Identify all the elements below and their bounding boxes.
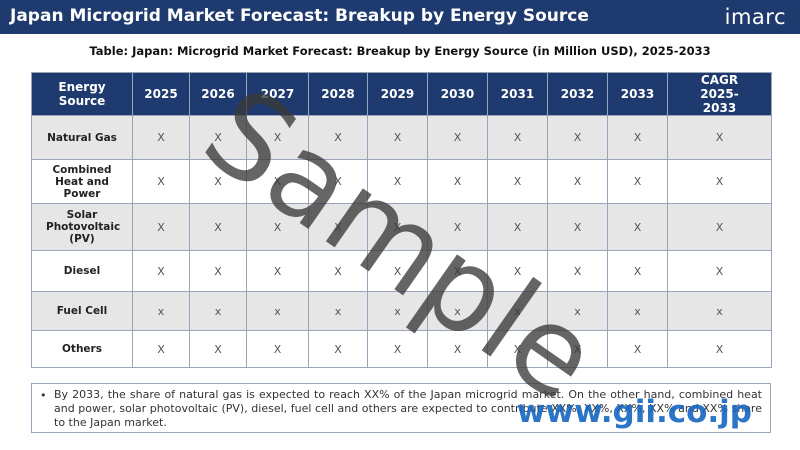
- table-cell: x: [427, 291, 488, 331]
- header-bar: Japan Microgrid Market Forecast: Breakup…: [0, 0, 800, 34]
- table-cell: X: [132, 330, 190, 368]
- table-cell: X: [367, 115, 428, 160]
- page-title: Japan Microgrid Market Forecast: Breakup…: [10, 6, 589, 26]
- note-text: By 2033, the share of natural gas is exp…: [54, 388, 762, 429]
- row-label: Fuel Cell: [31, 291, 133, 331]
- table-cell: X: [132, 115, 190, 160]
- table-caption: Table: Japan: Microgrid Market Forecast:…: [89, 44, 711, 58]
- table-cell: X: [487, 203, 548, 251]
- table-cell: X: [667, 159, 772, 204]
- table-cell: X: [667, 203, 772, 251]
- table-cell: X: [427, 115, 488, 160]
- row-label: Solar Photovoltaic (PV): [31, 203, 133, 251]
- table-cell: X: [308, 203, 368, 251]
- table-cell: X: [547, 250, 608, 292]
- table-cell: X: [667, 330, 772, 368]
- table-cell: X: [427, 330, 488, 368]
- table-cell: x: [667, 291, 772, 331]
- table-cell: X: [189, 115, 247, 160]
- row-label: Others: [31, 330, 133, 368]
- table-cell: X: [547, 159, 608, 204]
- table-cell: x: [189, 291, 247, 331]
- table-row: Natural Gas X X X X X X X X X X: [31, 115, 772, 160]
- table-cell: X: [246, 203, 309, 251]
- header-2032: 2032: [547, 72, 608, 116]
- header-energy-source: Energy Source: [31, 72, 133, 116]
- table-cell: X: [547, 115, 608, 160]
- table-cell: X: [607, 203, 668, 251]
- table-cell: X: [308, 115, 368, 160]
- table-cell: X: [308, 330, 368, 368]
- header-cagr: CAGR 2025-2033: [667, 72, 772, 116]
- table-row: Combined Heat and Power X X X X X X X X X X: [31, 159, 772, 204]
- note-box: • By 2033, the share of natural gas is e…: [31, 383, 771, 433]
- table-cell: x: [308, 291, 368, 331]
- table-cell: X: [367, 330, 428, 368]
- table-cell: X: [427, 203, 488, 251]
- table-cell: X: [246, 115, 309, 160]
- table-cell: X: [607, 250, 668, 292]
- table-cell: x: [246, 291, 309, 331]
- header-2028: 2028: [308, 72, 368, 116]
- table-cell: X: [547, 203, 608, 251]
- table-cell: X: [189, 250, 247, 292]
- table-cell: X: [246, 330, 309, 368]
- table-cell: X: [427, 159, 488, 204]
- table-row: Solar Photovoltaic (PV) X X X X X X X X X X: [31, 203, 772, 251]
- table-cell: X: [246, 250, 309, 292]
- table-cell: X: [132, 159, 190, 204]
- table-cell: X: [246, 159, 309, 204]
- table-body: Natural Gas X X X X X X X X X X Combined Heat and P…: [31, 115, 772, 368]
- table-cell: X: [607, 330, 668, 368]
- table-cell: X: [487, 115, 548, 160]
- table-cell: X: [189, 203, 247, 251]
- table-row: Diesel X X X X X X X X X X: [31, 250, 772, 292]
- row-label: Natural Gas: [31, 115, 133, 160]
- table-cell: X: [487, 250, 548, 292]
- table-cell: X: [487, 159, 548, 204]
- table-cell: X: [667, 250, 772, 292]
- forecast-table: Energy Source 2025 2026 2027 2028 2029 2…: [31, 72, 772, 368]
- header-2026: 2026: [189, 72, 247, 116]
- logo-text: imarc: [724, 5, 786, 29]
- table-cell: x: [487, 291, 548, 331]
- table-cell: X: [189, 330, 247, 368]
- table-cell: X: [132, 203, 190, 251]
- table-cell: X: [487, 330, 548, 368]
- table-cell: X: [367, 250, 428, 292]
- table-cell: X: [607, 159, 668, 204]
- table-header-row: Energy Source 2025 2026 2027 2028 2029 2…: [31, 72, 772, 116]
- table-cell: X: [427, 250, 488, 292]
- header-2031: 2031: [487, 72, 548, 116]
- bullet-icon: •: [40, 389, 47, 402]
- row-label: Combined Heat and Power: [31, 159, 133, 204]
- table-row: Others X X X X X X X X X X: [31, 330, 772, 368]
- row-label: Diesel: [31, 250, 133, 292]
- table-cell: X: [367, 203, 428, 251]
- header-2029: 2029: [367, 72, 428, 116]
- table-cell: x: [132, 291, 190, 331]
- header-2030: 2030: [427, 72, 488, 116]
- table-cell: x: [607, 291, 668, 331]
- table-cell: X: [547, 330, 608, 368]
- header-2025: 2025: [132, 72, 190, 116]
- table-cell: X: [667, 115, 772, 160]
- table-cell: X: [367, 159, 428, 204]
- table-row: Fuel Cell x x x x x x x x x x: [31, 291, 772, 331]
- imarc-logo: imarc: [725, 5, 786, 29]
- table-cell: x: [367, 291, 428, 331]
- table-cell: X: [189, 159, 247, 204]
- header-2033: 2033: [607, 72, 668, 116]
- table-cell: X: [308, 250, 368, 292]
- table-cell: X: [607, 115, 668, 160]
- table-cell: X: [132, 250, 190, 292]
- table-cell: X: [308, 159, 368, 204]
- table-cell: x: [547, 291, 608, 331]
- header-2027: 2027: [246, 72, 309, 116]
